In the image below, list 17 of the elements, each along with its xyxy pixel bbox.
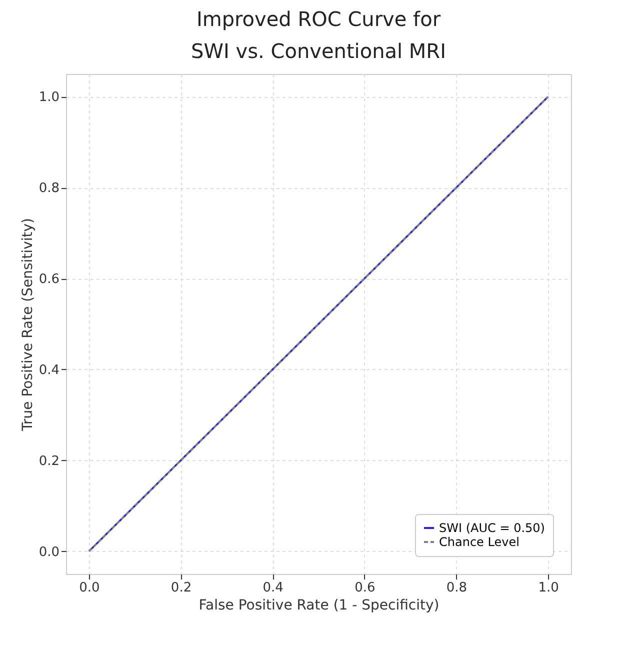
y-axis-title: True Positive Rate (Sensitivity) — [20, 218, 36, 432]
chart-title: Improved ROC Curve for SWI vs. Conventional MRI — [191, 7, 446, 63]
x-tick-label: 0.6 — [354, 580, 376, 596]
x-tick-label: 0.4 — [262, 580, 284, 596]
x-tick-label: 0.8 — [446, 580, 468, 596]
x-axis-title: False Positive Rate (1 - Specificity) — [198, 598, 440, 614]
y-tick-label: 1.0 — [38, 90, 60, 106]
x-tick-label: 1.0 — [538, 580, 559, 596]
y-tick-label: 0.4 — [38, 362, 60, 378]
x-tick-label: 0.2 — [170, 580, 192, 596]
legend-label: Chance Level — [439, 535, 520, 549]
y-tick-label: 0.2 — [38, 454, 60, 469]
x-tick-label: 0.0 — [79, 580, 100, 596]
y-tick-label: 0.0 — [38, 544, 60, 560]
y-tick-label: 0.6 — [38, 272, 60, 288]
legend-label: SWI (AUC = 0.50) — [439, 521, 545, 535]
y-tick-label: 0.8 — [38, 181, 60, 196]
